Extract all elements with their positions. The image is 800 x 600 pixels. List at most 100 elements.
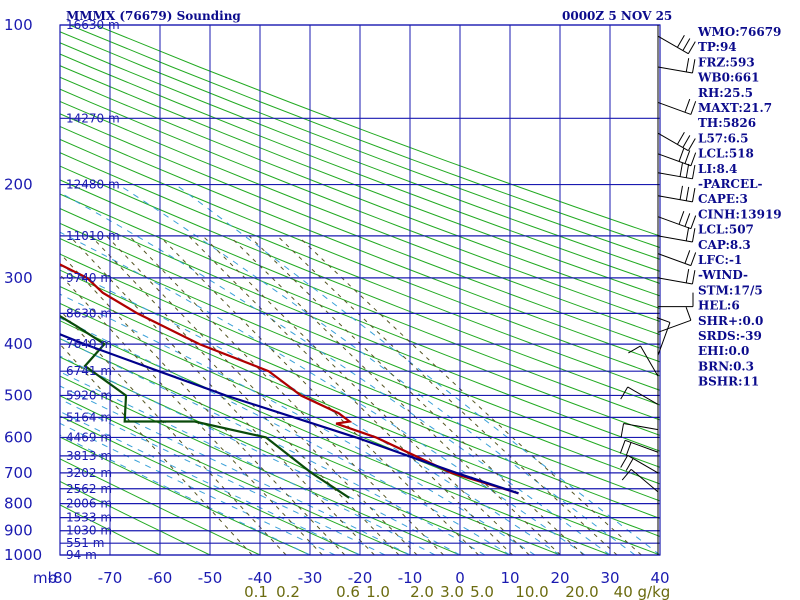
barb-flag [691,228,696,243]
mixing-ratio-label: 0.1 [244,583,268,600]
wind-barb [628,345,659,377]
temp-tick-label: -70 [98,569,123,587]
moist-adiabat [60,385,411,556]
index-line: CAPE:3 [698,192,748,206]
barb-shaft [657,195,693,203]
wind-barb [657,211,697,230]
barb-flag [679,162,683,177]
moist-adiabat [60,192,611,556]
barb-flag [620,386,629,400]
barb-flag [684,150,691,164]
pressure-unit-label: mb [33,569,57,587]
barb-flag [678,148,685,162]
temp-tick-label: 30 [600,569,619,587]
barb-shaft [657,319,692,333]
mixing-ratio-label: 0.2 [276,583,300,600]
wind-barb [657,58,696,74]
index-line: WB0:661 [697,71,759,85]
temp-tick-label: 10 [500,569,519,587]
height-label: 11010 m [66,229,120,243]
barb-flag [690,152,697,166]
pressure-tick-label: 900 [4,522,33,540]
barb-shaft [627,386,659,405]
temp-tick-label: -20 [348,569,373,587]
barb-flag [684,250,691,264]
height-label: 9740 m [66,271,112,285]
height-label: 551 m [66,536,104,550]
wind-barbs [619,25,697,555]
height-label: 94 m [66,548,97,562]
index-line: LCL:518 [698,147,754,161]
grid [59,24,661,556]
barb-flag [685,268,690,283]
barb-flag [625,458,634,471]
mixing-ratio-label: 40 g/kg [614,583,671,600]
barb-flag [690,215,697,229]
barb-flag [691,187,696,202]
index-line: EHI:0.0 [698,344,749,358]
barb-flag [682,135,691,148]
wind-barb [620,423,659,438]
wind-barb [658,292,694,308]
dewpoint-trace [60,314,350,499]
mixing-ratio-line [276,235,618,556]
index-line: TP:94 [698,40,737,54]
mixing-ratio-label: 10.0 [515,583,548,600]
height-label: 6741 m [66,364,112,378]
barb-flag [628,345,641,354]
barb-shaft [630,468,659,493]
wind-barb [657,148,697,167]
barb-flag [625,442,632,456]
chart-time: 0000Z 5 NOV 25 [562,9,672,23]
wind-barb [657,185,696,203]
barb-shaft [627,454,659,474]
height-label: 5164 m [66,410,112,424]
barb-shaft [657,66,693,74]
temp-tick-label: -60 [148,569,173,587]
pressure-tick-label: 700 [4,464,33,482]
barb-flag [619,440,626,454]
mixing-ratio-label: 20.0 [565,583,598,600]
wind-barb [657,162,696,180]
barb-flag [690,101,697,115]
mixing-ratio-line [229,235,561,556]
wind-barb [620,386,659,405]
mixing-ratio-line [188,235,513,556]
wind-barb [621,468,659,493]
mixing-ratio-line [159,235,479,556]
pressure-tick-label: 800 [4,495,33,513]
wind-barb [620,454,659,474]
temp-tick-label: 20 [550,569,569,587]
pressure-tick-label: 200 [4,176,33,194]
index-line: RH:25.5 [698,86,753,100]
barb-shaft [657,322,671,356]
barb-flag [691,59,696,74]
barb-flag [691,164,696,179]
pressure-tick-label: 300 [4,269,33,287]
index-line: FRZ:593 [698,55,755,69]
barb-flag [676,132,685,145]
barb-flag [687,41,696,54]
index-line: BSHR:11 [698,375,759,389]
mixing-ratio-line [60,343,253,556]
index-line: WMO:76679 [697,25,781,39]
barb-flag [685,58,690,73]
temp-tick-label: -50 [198,569,223,587]
index-line: TH:5826 [698,116,756,130]
index-line: L57:6.5 [698,131,748,145]
temperature-trace [60,263,519,495]
barb-flag [685,186,690,201]
barb-flag [620,455,629,468]
mixing-ratio-line [129,235,444,556]
mixing-ratio-label: 1.0 [366,583,390,600]
barb-flag [685,306,692,321]
mixing-ratio-line [248,235,584,556]
height-label: 1533 m [66,511,112,525]
mixing-ratio-line [202,235,530,556]
chart-title: MMMX (76679) Sounding [66,9,241,23]
index-line: LFC:-1 [698,253,742,267]
height-label: 14270 m [66,111,120,125]
wind-barb [656,317,671,356]
